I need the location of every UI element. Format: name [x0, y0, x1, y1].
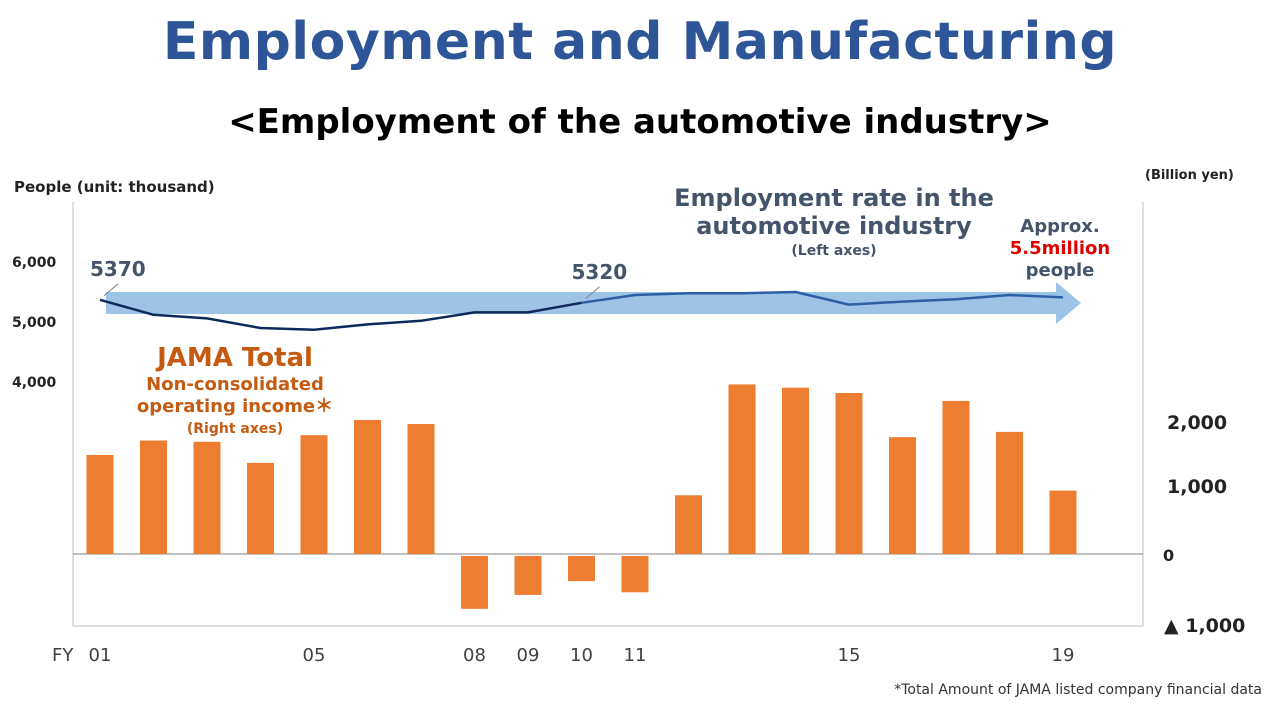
- right-tick-2000: 2,000: [1167, 412, 1227, 434]
- left-tick-6000: 6,000: [12, 255, 57, 271]
- right-tick-1000: 1,000: [1167, 476, 1227, 498]
- left-tick-4000: 4,000: [12, 375, 57, 391]
- bar-06: [354, 420, 381, 554]
- bar-10: [568, 556, 595, 582]
- x-tick-09: 09: [517, 645, 540, 666]
- left-tick-5000: 5,000: [12, 315, 57, 331]
- bar-13: [728, 384, 756, 554]
- bar-19: [1049, 490, 1077, 554]
- page-subtitle: <Employment of the automotive industry>: [228, 102, 1052, 142]
- point-label-leader-01: [103, 283, 119, 297]
- left-axis-unit: People (unit: thousand): [14, 178, 215, 196]
- jama-line-1: Non-consolidated: [146, 374, 324, 395]
- jama-axis-note: (Right axes): [186, 421, 284, 437]
- footnote: *Total Amount of JAMA listed company fin…: [894, 682, 1262, 698]
- x-tick-08: 08: [463, 645, 486, 666]
- employment-line-early: [99, 298, 582, 332]
- bar-17: [942, 400, 970, 554]
- bar-11: [621, 556, 649, 593]
- bar-15: [835, 393, 863, 554]
- jama-title: JAMA Total: [157, 343, 313, 373]
- approx-line-1: Approx.: [1020, 216, 1100, 237]
- bar-18: [996, 431, 1023, 554]
- bar-03: [193, 441, 221, 554]
- approx-line-2: 5.5million: [1009, 238, 1111, 259]
- bar-01: [86, 455, 114, 554]
- employment-title: Employment rate in the automotive indust…: [674, 184, 994, 240]
- page-title: Employment and Manufacturing: [162, 12, 1118, 72]
- employment-annotation: Employment rate in the automotive indust…: [664, 184, 1004, 262]
- bar-04: [247, 462, 274, 554]
- approx-annotation: Approx. 5.5million people: [995, 216, 1125, 282]
- jama-annotation: JAMA Total Non-consolidated operating in…: [122, 342, 348, 440]
- right-tick-0: 0: [1163, 546, 1174, 565]
- x-tick-11: 11: [624, 645, 647, 666]
- bar-07: [407, 424, 435, 554]
- bar-14: [782, 387, 809, 554]
- jama-line-2: operating income＊: [136, 396, 334, 417]
- bar-16: [889, 437, 916, 554]
- bar-09: [514, 556, 542, 595]
- x-tick-01: 01: [89, 645, 112, 666]
- employment-axis-note: (Left axes): [791, 243, 877, 259]
- point-label-01: 5370: [90, 257, 146, 281]
- right-tick-neg1000: ▲ 1,000: [1164, 615, 1245, 637]
- x-tick-10: 10: [570, 645, 593, 666]
- x-tick-15: 15: [838, 645, 861, 666]
- trend-arrow-icon: [106, 282, 1081, 324]
- bar-02: [140, 440, 167, 554]
- x-tick-05: 05: [303, 645, 326, 666]
- point-label-10: 5320: [572, 260, 628, 284]
- x-axis-prefix: FY: [52, 645, 74, 666]
- bar-12: [675, 495, 702, 554]
- point-label-leader-10: [585, 286, 600, 300]
- approx-line-3: people: [1025, 260, 1095, 281]
- right-axis-unit: (Billion yen): [1145, 168, 1234, 183]
- x-tick-19: 19: [1052, 645, 1075, 666]
- employment-line-late: [581, 290, 1064, 306]
- bar-08: [461, 556, 488, 609]
- bar-05: [300, 435, 328, 554]
